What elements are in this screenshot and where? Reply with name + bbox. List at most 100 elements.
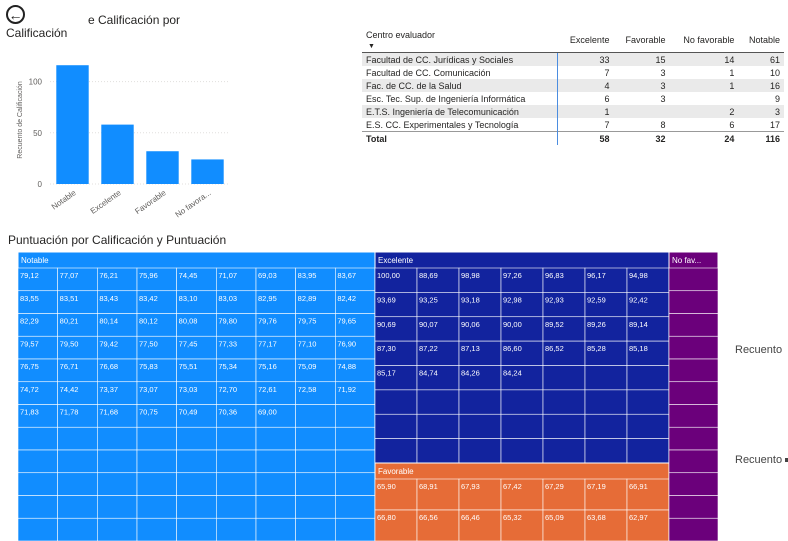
treemap-tile[interactable] — [668, 313, 718, 337]
treemap-tile[interactable] — [668, 449, 718, 474]
treemap-tile[interactable] — [584, 389, 628, 415]
treemap-tile[interactable] — [176, 495, 217, 519]
treemap-tile[interactable] — [295, 404, 336, 428]
treemap-tile[interactable] — [668, 358, 718, 383]
treemap-tile[interactable] — [57, 449, 98, 474]
treemap-tile[interactable] — [626, 509, 670, 541]
table-row[interactable]: Fac. de CC. de la Salud 4 3 1 16 — [362, 79, 784, 92]
treemap-tile[interactable] — [542, 478, 586, 511]
treemap-tile[interactable] — [295, 517, 336, 541]
treemap-tile[interactable] — [500, 340, 544, 366]
treemap-tile[interactable] — [416, 292, 460, 318]
treemap-tile[interactable] — [500, 413, 544, 439]
bar-favorable[interactable] — [146, 151, 179, 184]
treemap-tile[interactable] — [500, 292, 544, 318]
treemap-tile[interactable] — [458, 340, 502, 366]
table-row[interactable]: E.T.S. Ingeniería de Telecomunicación 1 2 3 — [362, 105, 784, 118]
treemap-tile[interactable] — [97, 426, 138, 451]
treemap-tile[interactable] — [335, 517, 376, 541]
treemap-tile[interactable] — [626, 316, 670, 342]
table-row[interactable]: Facultad de CC. Comunicación 7 3 1 10 — [362, 66, 784, 79]
treemap-tile[interactable] — [584, 413, 628, 439]
bar-no-favora[interactable] — [191, 159, 224, 184]
treemap-tile[interactable] — [626, 478, 670, 511]
treemap-tile[interactable] — [416, 413, 460, 439]
treemap-tile[interactable] — [216, 517, 257, 541]
treemap-tile[interactable] — [542, 389, 586, 415]
treemap-tile[interactable] — [57, 495, 98, 519]
treemap-tile[interactable] — [584, 438, 628, 464]
treemap-tile[interactable] — [458, 389, 502, 415]
treemap-tile[interactable] — [176, 426, 217, 451]
treemap-tile[interactable] — [668, 517, 718, 541]
treemap-tile[interactable] — [97, 449, 138, 474]
treemap-tile[interactable] — [136, 517, 177, 541]
treemap-tile[interactable] — [542, 438, 586, 464]
treemap-tile[interactable] — [18, 426, 58, 451]
treemap-tile[interactable] — [136, 449, 177, 474]
column-header-centro[interactable]: Centro evaluador ▼ — [362, 28, 558, 53]
treemap-tile[interactable] — [255, 517, 296, 541]
treemap-tile[interactable] — [584, 365, 628, 391]
treemap-tile[interactable] — [57, 426, 98, 451]
treemap-tile[interactable] — [136, 426, 177, 451]
treemap-tile[interactable] — [97, 472, 138, 496]
treemap-tile[interactable] — [374, 365, 418, 391]
treemap-tile[interactable] — [416, 365, 460, 391]
treemap-tile[interactable] — [255, 495, 296, 519]
treemap-tile[interactable] — [416, 438, 460, 464]
column-header-favorable[interactable]: Favorable — [613, 28, 670, 53]
treemap-tile[interactable] — [668, 426, 718, 451]
treemap-tile[interactable] — [458, 413, 502, 439]
treemap-tile[interactable] — [295, 495, 336, 519]
bar-excelente[interactable] — [101, 124, 134, 184]
treemap-tile[interactable] — [176, 517, 217, 541]
treemap-tile[interactable] — [458, 267, 502, 293]
treemap-tile[interactable] — [626, 438, 670, 464]
treemap-tile[interactable] — [500, 365, 544, 391]
treemap-tile[interactable] — [216, 472, 257, 496]
treemap-tile[interactable] — [500, 478, 544, 511]
treemap-tile[interactable] — [668, 267, 718, 292]
treemap-tile[interactable] — [416, 316, 460, 342]
treemap-tile[interactable] — [626, 292, 670, 318]
treemap-tile[interactable] — [255, 472, 296, 496]
back-button[interactable]: ← — [6, 5, 25, 24]
treemap-tile[interactable] — [500, 438, 544, 464]
treemap-tile[interactable] — [542, 413, 586, 439]
treemap-tile[interactable] — [626, 389, 670, 415]
treemap-tile[interactable] — [335, 426, 376, 451]
treemap-tile[interactable] — [255, 426, 296, 451]
column-header-notable[interactable]: Notable — [738, 28, 784, 53]
treemap-tile[interactable] — [57, 472, 98, 496]
treemap-tile[interactable] — [295, 426, 336, 451]
treemap-tile[interactable] — [335, 495, 376, 519]
treemap-tile[interactable] — [374, 438, 418, 464]
bar-chart[interactable]: Recuento de Calificación 0 50 100 Notable Exc… — [12, 50, 244, 230]
treemap[interactable]: Notable 79,12 77,07 76,21 75,96 74,45 71,07 69,… — [18, 252, 718, 541]
treemap-tile[interactable] — [97, 517, 138, 541]
treemap-tile[interactable] — [584, 478, 628, 511]
treemap-tile[interactable] — [458, 509, 502, 541]
treemap-tile[interactable] — [97, 495, 138, 519]
treemap-tile[interactable] — [500, 316, 544, 342]
treemap-tile[interactable] — [18, 495, 58, 519]
treemap-tile[interactable] — [668, 381, 718, 405]
treemap-tile[interactable] — [458, 438, 502, 464]
treemap-tile[interactable] — [416, 389, 460, 415]
treemap-tile[interactable] — [335, 472, 376, 496]
treemap-tile[interactable] — [584, 340, 628, 366]
treemap-tile[interactable] — [18, 449, 58, 474]
treemap-tile[interactable] — [295, 449, 336, 474]
treemap-tile[interactable] — [374, 389, 418, 415]
treemap-tile[interactable] — [136, 495, 177, 519]
treemap-tile[interactable] — [216, 449, 257, 474]
treemap-tile[interactable] — [295, 472, 336, 496]
treemap-tile[interactable] — [216, 495, 257, 519]
treemap-tile[interactable] — [416, 478, 460, 511]
treemap-tile[interactable] — [458, 365, 502, 391]
treemap-tile[interactable] — [542, 365, 586, 391]
treemap-tile[interactable] — [668, 495, 718, 519]
treemap-tile[interactable] — [176, 449, 217, 474]
treemap-tile[interactable] — [374, 413, 418, 439]
